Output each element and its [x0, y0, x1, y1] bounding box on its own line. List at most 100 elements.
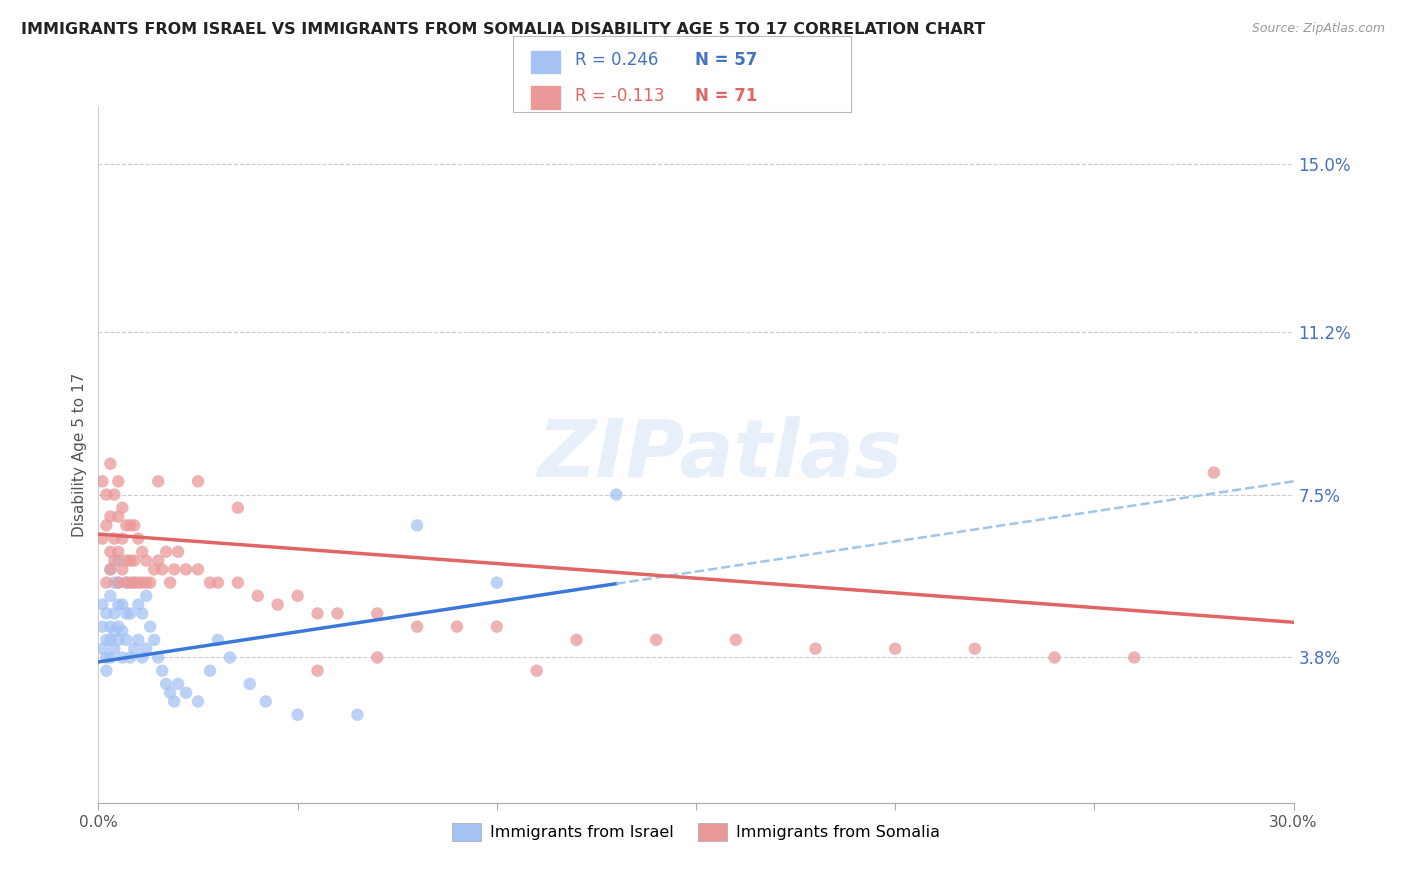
Point: [91, 598, 114, 612]
Point: [366, 607, 388, 621]
Point: [96, 650, 118, 665]
Point: [103, 624, 125, 638]
Point: [724, 632, 747, 647]
Point: [207, 575, 229, 590]
Point: [98, 562, 122, 576]
Point: [115, 632, 138, 647]
Point: [98, 620, 122, 634]
Point: [187, 562, 209, 576]
Y-axis label: Disability Age 5 to 17: Disability Age 5 to 17: [72, 373, 87, 537]
Point: [127, 632, 149, 647]
Point: [124, 575, 146, 590]
Point: [219, 650, 242, 665]
Point: [103, 641, 125, 656]
Point: [120, 553, 142, 567]
Point: [111, 624, 134, 638]
Point: [115, 575, 138, 590]
Point: [96, 487, 118, 501]
Point: [127, 532, 149, 546]
Point: [804, 641, 827, 656]
Point: [446, 620, 468, 634]
Point: [115, 607, 138, 621]
Point: [98, 632, 122, 647]
Point: [131, 650, 153, 665]
Point: [96, 607, 118, 621]
Point: [115, 553, 138, 567]
Point: [150, 562, 173, 576]
Point: [167, 545, 190, 559]
Point: [485, 620, 508, 634]
Point: [91, 532, 114, 546]
Text: R = 0.246: R = 0.246: [575, 51, 658, 69]
Point: [96, 632, 118, 647]
Point: [107, 475, 129, 489]
Point: [131, 607, 153, 621]
Point: [96, 518, 118, 533]
Point: [111, 562, 134, 576]
Point: [111, 532, 134, 546]
Point: [103, 607, 125, 621]
Point: [131, 575, 153, 590]
Point: [98, 562, 122, 576]
Point: [198, 575, 221, 590]
Point: [96, 664, 118, 678]
Point: [107, 575, 129, 590]
Text: IMMIGRANTS FROM ISRAEL VS IMMIGRANTS FROM SOMALIA DISABILITY AGE 5 TO 17 CORRELA: IMMIGRANTS FROM ISRAEL VS IMMIGRANTS FRO…: [21, 22, 986, 37]
Point: [346, 707, 368, 722]
Point: [143, 632, 166, 647]
Point: [187, 694, 209, 708]
Point: [103, 575, 125, 590]
Point: [207, 632, 229, 647]
Point: [159, 686, 181, 700]
Text: ZIPatlas: ZIPatlas: [537, 416, 903, 494]
Point: [115, 575, 138, 590]
Point: [163, 694, 186, 708]
Point: [124, 518, 146, 533]
Point: [120, 650, 142, 665]
Point: [150, 664, 173, 678]
Point: [135, 641, 157, 656]
Point: [406, 620, 429, 634]
Point: [187, 475, 209, 489]
Point: [254, 694, 277, 708]
Point: [98, 509, 122, 524]
Point: [148, 650, 170, 665]
Point: [91, 475, 114, 489]
Point: [1202, 466, 1225, 480]
Point: [226, 500, 249, 515]
Point: [135, 553, 157, 567]
Point: [98, 650, 122, 665]
Point: [107, 575, 129, 590]
Point: [120, 575, 142, 590]
Point: [139, 620, 162, 634]
Text: N = 71: N = 71: [695, 87, 756, 104]
Point: [107, 545, 129, 559]
Point: [605, 487, 627, 501]
Point: [98, 545, 122, 559]
Text: Source: ZipAtlas.com: Source: ZipAtlas.com: [1251, 22, 1385, 36]
Point: [107, 553, 129, 567]
Point: [127, 598, 149, 612]
Point: [127, 575, 149, 590]
Point: [98, 589, 122, 603]
Point: [111, 500, 134, 515]
Point: [91, 641, 114, 656]
Point: [287, 589, 309, 603]
Point: [107, 620, 129, 634]
Point: [287, 707, 309, 722]
Point: [148, 475, 170, 489]
Point: [91, 620, 114, 634]
Point: [246, 589, 269, 603]
Point: [124, 641, 146, 656]
Point: [139, 575, 162, 590]
Point: [103, 532, 125, 546]
Point: [135, 575, 157, 590]
Point: [485, 575, 508, 590]
Point: [120, 607, 142, 621]
Point: [107, 598, 129, 612]
Point: [148, 553, 170, 567]
Legend: Immigrants from Israel, Immigrants from Somalia: Immigrants from Israel, Immigrants from …: [446, 817, 946, 847]
Point: [159, 575, 181, 590]
Point: [167, 677, 190, 691]
Point: [107, 509, 129, 524]
